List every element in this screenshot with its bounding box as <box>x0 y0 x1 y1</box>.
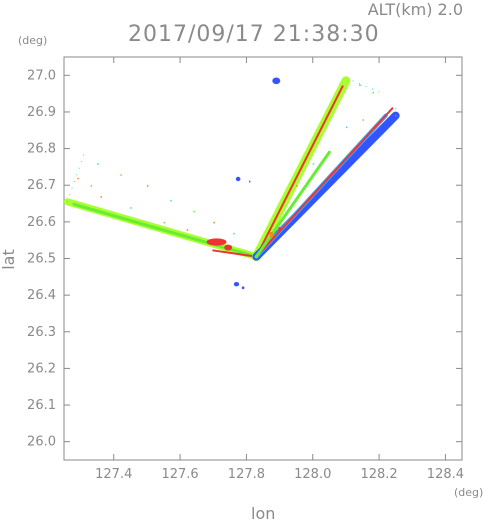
y-tick-label: 26.6 <box>27 215 56 230</box>
beam-swath-east <box>254 150 331 259</box>
radar-beams <box>63 76 400 262</box>
beam-swath-north-east <box>255 85 344 258</box>
echo-point <box>362 119 364 121</box>
beam-edge-west <box>66 153 85 202</box>
echo-blob <box>249 180 251 183</box>
echo-point <box>296 185 298 187</box>
echo-point <box>120 174 122 176</box>
echo-point <box>213 221 215 224</box>
echo-blob <box>278 226 281 232</box>
beam-swath-east <box>255 107 394 258</box>
y-unit-label: (deg) <box>18 34 48 47</box>
echo-point <box>359 84 361 86</box>
y-tick-label: 26.3 <box>27 325 56 340</box>
echo-point <box>312 163 315 165</box>
echo-point <box>163 221 165 224</box>
y-axis-ticks: 27.0 26.9 26.8 26.7 26.6 26.5 26.4 26.3 26.2 26.1… <box>27 68 462 450</box>
y-axis-label: lat <box>0 249 18 270</box>
x-unit-label: (deg) <box>454 486 484 499</box>
echo-point <box>372 91 374 94</box>
y-tick-label: 26.0 <box>27 435 56 450</box>
x-tick-label: 128.4 <box>427 467 464 482</box>
y-tick-label: 26.7 <box>27 178 56 193</box>
x-tick-label: 127.4 <box>95 467 132 482</box>
beam-swath-west <box>212 249 258 258</box>
echo-point <box>186 229 189 231</box>
echo-blob <box>224 244 233 251</box>
echo-point <box>345 126 348 129</box>
echo-point <box>233 232 235 235</box>
x-axis-ticks: 127.4 127.6 127.8 128.0 128.2 128.4 <box>95 57 464 482</box>
echo-point <box>146 185 149 187</box>
echo-blob <box>233 281 240 287</box>
altitude-label: ALT(km) 2.0 <box>367 0 463 19</box>
y-tick-label: 26.1 <box>27 398 56 413</box>
echo-point <box>77 177 79 180</box>
echo-point <box>100 196 102 198</box>
timestamp-title: 2017/09/17 21:38:30 <box>128 22 380 47</box>
echo-blob <box>269 231 274 238</box>
echo-point <box>170 199 172 202</box>
echo-point <box>193 210 195 213</box>
echo-blob <box>235 176 241 182</box>
x-tick-label: 128.2 <box>360 467 397 482</box>
echo-point <box>97 163 99 165</box>
echo-blobs <box>206 77 281 290</box>
y-tick-label: 26.5 <box>27 252 56 267</box>
echo-blob <box>206 238 227 246</box>
echo-point <box>90 185 93 187</box>
echo-point <box>130 207 132 209</box>
beam-edge-north-east <box>352 80 380 93</box>
echo-blob <box>272 77 281 85</box>
sparse-echo-points <box>77 84 374 235</box>
x-tick-label: 128.0 <box>294 467 331 482</box>
x-tick-label: 127.6 <box>161 467 198 482</box>
echo-blob <box>241 286 245 290</box>
x-axis-label: lon <box>251 504 276 523</box>
y-tick-label: 26.9 <box>27 105 56 120</box>
y-tick-label: 27.0 <box>27 68 56 83</box>
y-tick-label: 26.2 <box>27 361 56 376</box>
y-tick-label: 26.8 <box>27 142 56 157</box>
plot-frame <box>63 56 463 461</box>
x-tick-label: 127.8 <box>228 467 265 482</box>
y-tick-label: 26.4 <box>27 288 56 303</box>
